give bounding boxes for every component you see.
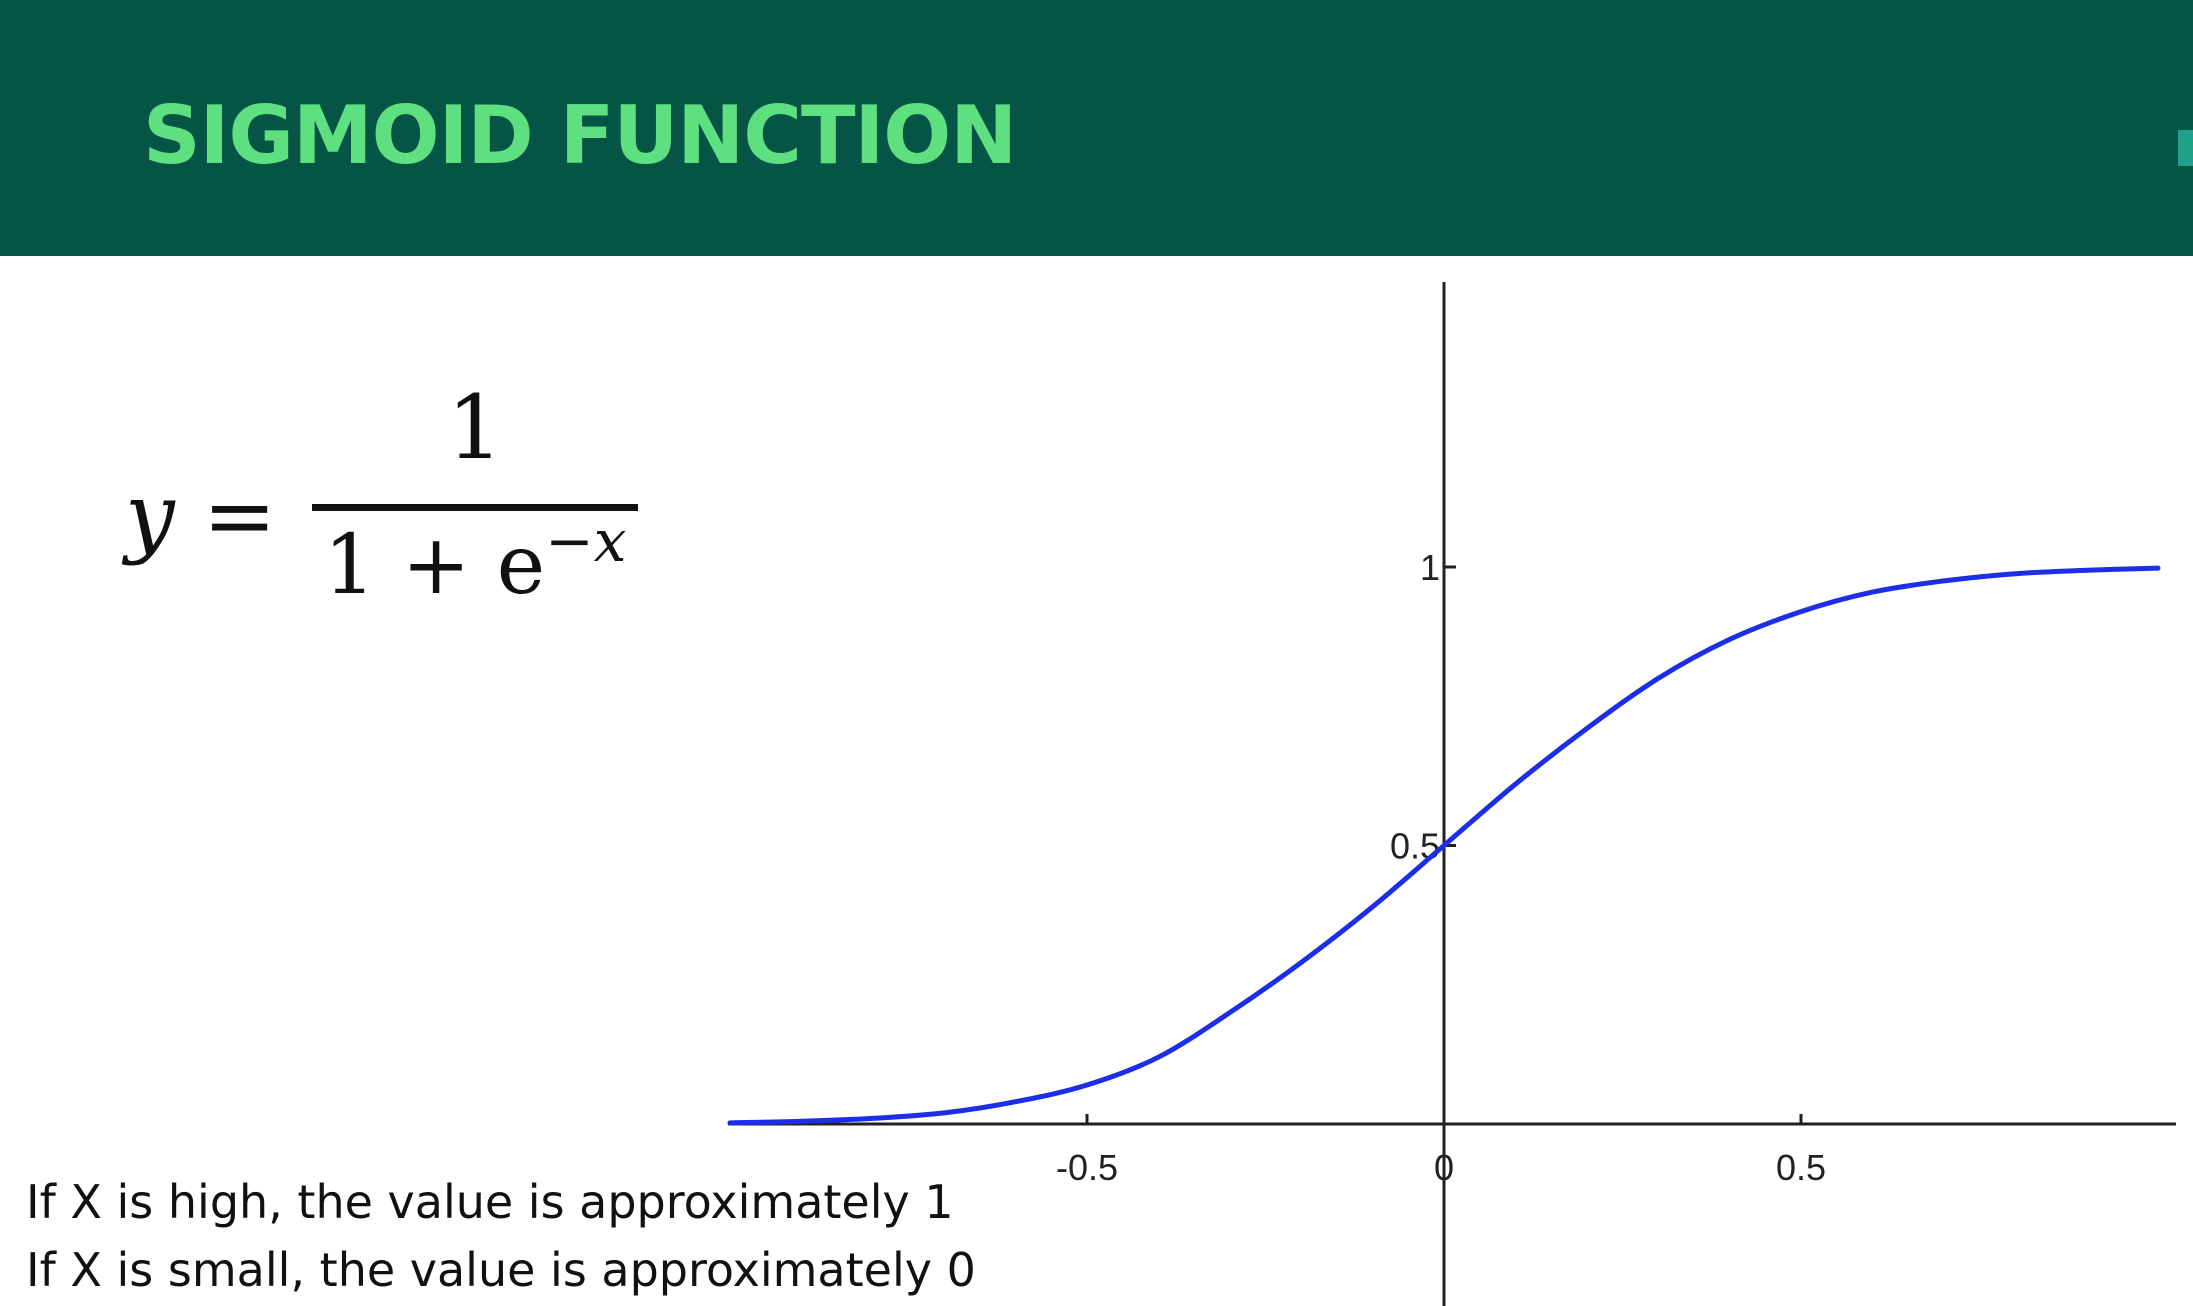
sigmoid-curve <box>727 565 2161 1126</box>
chart-axes: -0.5 0 0.5 0.5 1 <box>728 282 2176 1306</box>
formula-numerator: 1 <box>447 376 503 479</box>
x-tick-label: 0.5 <box>1776 1147 1826 1188</box>
slide-title: SIGMOID FUNCTION <box>143 89 1017 182</box>
fraction-bar <box>312 504 638 511</box>
note-high: If X is high, the value is approximately… <box>26 1175 954 1229</box>
formula-variable: y <box>125 464 175 567</box>
x-tick-label: -0.5 <box>1056 1147 1118 1188</box>
sigmoid-formula: y = 1 1 + e−x <box>125 378 645 618</box>
formula-equals: = <box>202 464 277 567</box>
formula-exponent: −x <box>545 506 627 575</box>
formula-denominator: 1 + e−x <box>315 512 635 616</box>
formula-denominator-base: 1 + e <box>323 518 546 613</box>
notes: If X is high, the value is approximately… <box>26 1168 976 1304</box>
y-tick-label: 1 <box>1420 547 1440 588</box>
note-small: If X is small, the value is approximatel… <box>26 1243 976 1297</box>
y-tick-label: 0.5 <box>1390 826 1440 867</box>
formula-lhs: y = <box>125 466 276 566</box>
x-tick-label: 0 <box>1434 1147 1454 1188</box>
accent-marker <box>2178 130 2193 166</box>
chart-curve-layer <box>727 565 2161 1126</box>
title-banner: SIGMOID FUNCTION <box>0 0 2193 256</box>
